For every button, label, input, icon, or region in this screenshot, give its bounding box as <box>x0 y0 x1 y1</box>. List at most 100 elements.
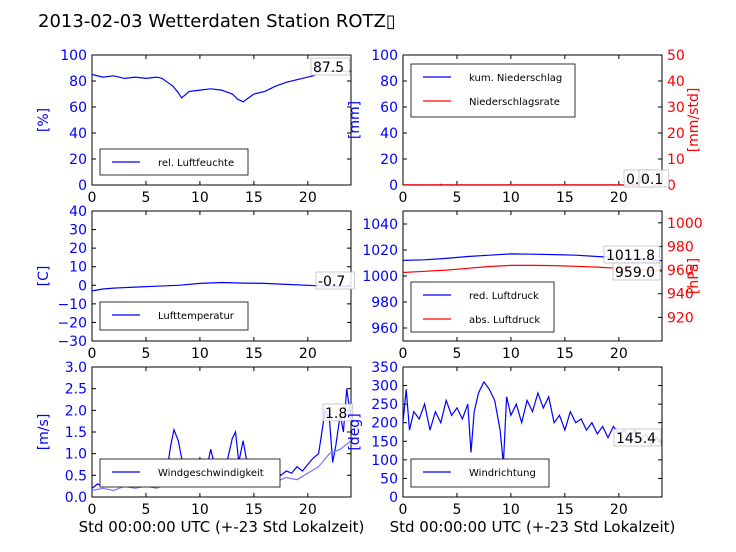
x-tick-label: 5 <box>452 502 461 518</box>
figure-title: 2013-02-03 Wetterdaten Station ROTZ▯ <box>38 11 396 32</box>
legend-box <box>99 301 249 331</box>
y2-tick-label: 40 <box>667 74 685 90</box>
x-tick-label: 5 <box>141 502 150 518</box>
y2-tick-label: 20 <box>667 126 685 142</box>
value-label: 1011.8 <box>606 248 655 264</box>
series-line-niederschlagsrate <box>403 183 662 186</box>
legend-label: rel. Luftfeuchte <box>158 158 234 169</box>
y2-tick-label: 940 <box>667 287 694 303</box>
y-tick-label: 1.5 <box>65 425 87 441</box>
x-tick-label: 0 <box>399 502 408 518</box>
y2-tick-label: 0 <box>667 178 676 194</box>
panel-pressure: 0 5 10 15 20 960 980 1000 1020 1040 920 940 960 980 10… <box>362 210 703 362</box>
y-tick-label: 0.0 <box>65 490 87 506</box>
y2-tick-label: 920 <box>667 310 694 326</box>
x-tick-label: 0 <box>88 502 97 518</box>
y-tick-label: 40 <box>380 126 398 142</box>
y-tick-label: 40 <box>69 126 87 142</box>
x-tick-label: 15 <box>245 502 263 518</box>
legend-box <box>410 458 550 488</box>
legend-label: Windgeschwindigkeit <box>158 468 264 479</box>
y-axis-label: [mm] <box>347 101 363 139</box>
plot-frame <box>91 54 352 186</box>
value-label: 1.8 <box>325 406 347 422</box>
y-tick-label: 200 <box>371 416 398 432</box>
y2-axis-label: [mm/std] <box>686 88 702 153</box>
x-tick-label: 15 <box>556 346 574 362</box>
y-tick-label: 0 <box>78 178 87 194</box>
y-tick-label: 2.5 <box>65 382 87 398</box>
legend-label: Windrichtung <box>469 468 536 479</box>
y2-tick-label: 960 <box>667 263 694 279</box>
y-axis-label: [C] <box>36 266 52 287</box>
x-tick-label: 10 <box>191 502 209 518</box>
value-label: 959.0 <box>615 265 655 281</box>
y2-tick-label: 50 <box>667 48 685 64</box>
x-tick-label: 5 <box>141 346 150 362</box>
y-tick-label: 80 <box>380 74 398 90</box>
y-tick-label: −10 <box>57 297 87 313</box>
value-label: 87.5 <box>313 60 344 76</box>
value-label-box <box>613 428 662 447</box>
legend-label: kum. Niederschlag <box>469 73 562 84</box>
y2-axis-label: [hPa] <box>686 258 702 294</box>
y-tick-label: −20 <box>57 315 87 331</box>
value-label-box <box>612 262 661 281</box>
x-tick-label: 20 <box>299 346 317 362</box>
x-tick-label: 15 <box>556 502 574 518</box>
x-tick-label: 15 <box>556 190 574 206</box>
y-tick-label: 80 <box>69 74 87 90</box>
panel-windspeed: 0 5 10 15 20 0.0 0.5 1.0 1.5 2.0 2.5 3.0 [m/s] Std 00… <box>36 360 364 536</box>
y-tick-label: 960 <box>371 321 398 337</box>
y-tick-label: 20 <box>69 241 87 257</box>
x-tick-label: 20 <box>610 502 628 518</box>
y2-tick-label: 10 <box>667 152 685 168</box>
series-line-lufttemperatur <box>91 281 352 292</box>
y-tick-label: 50 <box>380 471 398 487</box>
x-tick-label: 0 <box>88 346 97 362</box>
x-tick-label: 0 <box>88 190 97 206</box>
y-tick-label: 0 <box>389 178 398 194</box>
y-tick-label: 1.0 <box>65 447 87 463</box>
y2-tick-label: 1000 <box>667 216 703 232</box>
x-tick-label: 10 <box>191 190 209 206</box>
legend-box <box>410 281 555 333</box>
y-tick-label: 60 <box>69 100 87 116</box>
x-tick-label: 10 <box>191 346 209 362</box>
y-tick-label: 1000 <box>362 269 398 285</box>
y-tick-label: 150 <box>371 434 398 450</box>
x-tick-label: 20 <box>610 190 628 206</box>
x-axis-label: Std 00:00:00 UTC (+-23 Std Lokalzeit) <box>390 518 676 536</box>
y-tick-label: 1040 <box>362 217 398 233</box>
x-tick-label: 0 <box>399 190 408 206</box>
x-tick-label: 15 <box>245 346 263 362</box>
y-tick-label: 1020 <box>362 243 398 259</box>
y2-tick-label: 30 <box>667 100 685 116</box>
y-tick-label: −30 <box>57 334 87 350</box>
y-tick-label: 0.5 <box>65 468 87 484</box>
x-tick-label: 5 <box>452 190 461 206</box>
x-tick-label: 10 <box>502 346 520 362</box>
y-tick-label: 300 <box>371 379 398 395</box>
value-label-box <box>310 57 350 76</box>
x-tick-label: 10 <box>502 502 520 518</box>
x-tick-label: 20 <box>299 502 317 518</box>
y-tick-label: 100 <box>371 48 398 64</box>
legend-label: red. Luftdruck <box>469 291 539 302</box>
legend-label: Niederschlagsrate <box>469 97 560 108</box>
value-label: 145.4 <box>616 431 656 447</box>
y-tick-label: 250 <box>371 397 398 413</box>
y-axis-label: [deg] <box>347 413 363 450</box>
legend-box <box>99 458 281 488</box>
y-tick-label: 30 <box>69 223 87 239</box>
x-tick-label: 15 <box>245 190 263 206</box>
x-tick-label: 10 <box>502 190 520 206</box>
y-tick-label: 0 <box>389 490 398 506</box>
y-tick-label: 980 <box>371 295 398 311</box>
y-tick-label: 10 <box>69 260 87 276</box>
value-label: -0.7 <box>318 274 345 290</box>
y-tick-label: 100 <box>60 48 87 64</box>
y-tick-label: 40 <box>69 204 87 220</box>
